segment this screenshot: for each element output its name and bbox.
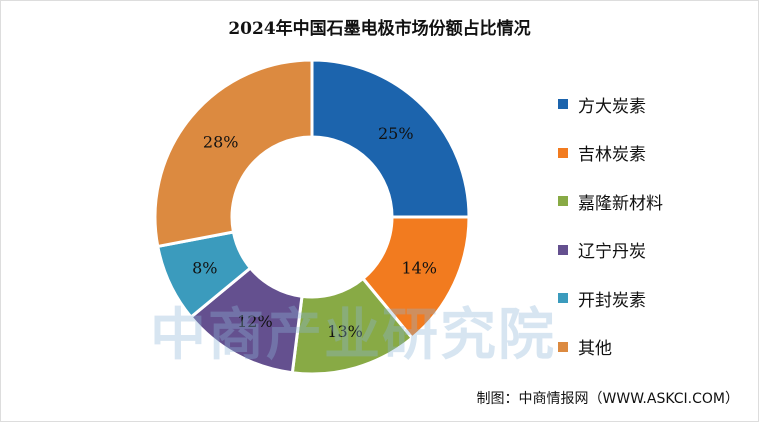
legend-item: 辽宁丹炭	[558, 226, 663, 275]
data-label-6: 28%	[203, 132, 239, 151]
legend-item: 吉林炭素	[558, 129, 663, 178]
legend-label: 辽宁丹炭	[578, 242, 646, 263]
legend-swatch	[558, 244, 568, 255]
legend-item: 开封炭素	[558, 274, 663, 323]
data-label-2: 14%	[401, 258, 437, 277]
data-label-4: 12%	[237, 312, 273, 331]
legend-item: 嘉隆新材料	[558, 177, 663, 226]
legend-label: 开封炭素	[578, 290, 646, 311]
legend-swatch	[558, 147, 568, 158]
legend-item: 方大炭素	[558, 80, 663, 129]
source-note: 制图：中商情报网（WWW.ASKCI.COM）	[476, 391, 739, 407]
data-label-1: 25%	[378, 124, 414, 143]
legend-swatch	[558, 341, 568, 352]
legend-swatch	[558, 196, 568, 207]
legend-label: 吉林炭素	[578, 145, 646, 166]
legend-label: 其他	[578, 339, 612, 360]
data-label-3: 13%	[327, 322, 363, 341]
data-label-5: 8%	[192, 258, 217, 277]
legend-swatch	[558, 293, 568, 304]
legend-label: 嘉隆新材料	[578, 193, 663, 214]
legend-label: 方大炭素	[578, 96, 646, 117]
legend: 方大炭素吉林炭素嘉隆新材料辽宁丹炭开封炭素其他	[558, 80, 663, 371]
chart-title: 2024年中国石墨电极市场份额占比情况	[228, 19, 531, 39]
slice-6	[153, 58, 314, 249]
slice-1	[310, 58, 471, 219]
legend-item: 其他	[558, 323, 663, 372]
legend-swatch	[558, 99, 568, 110]
